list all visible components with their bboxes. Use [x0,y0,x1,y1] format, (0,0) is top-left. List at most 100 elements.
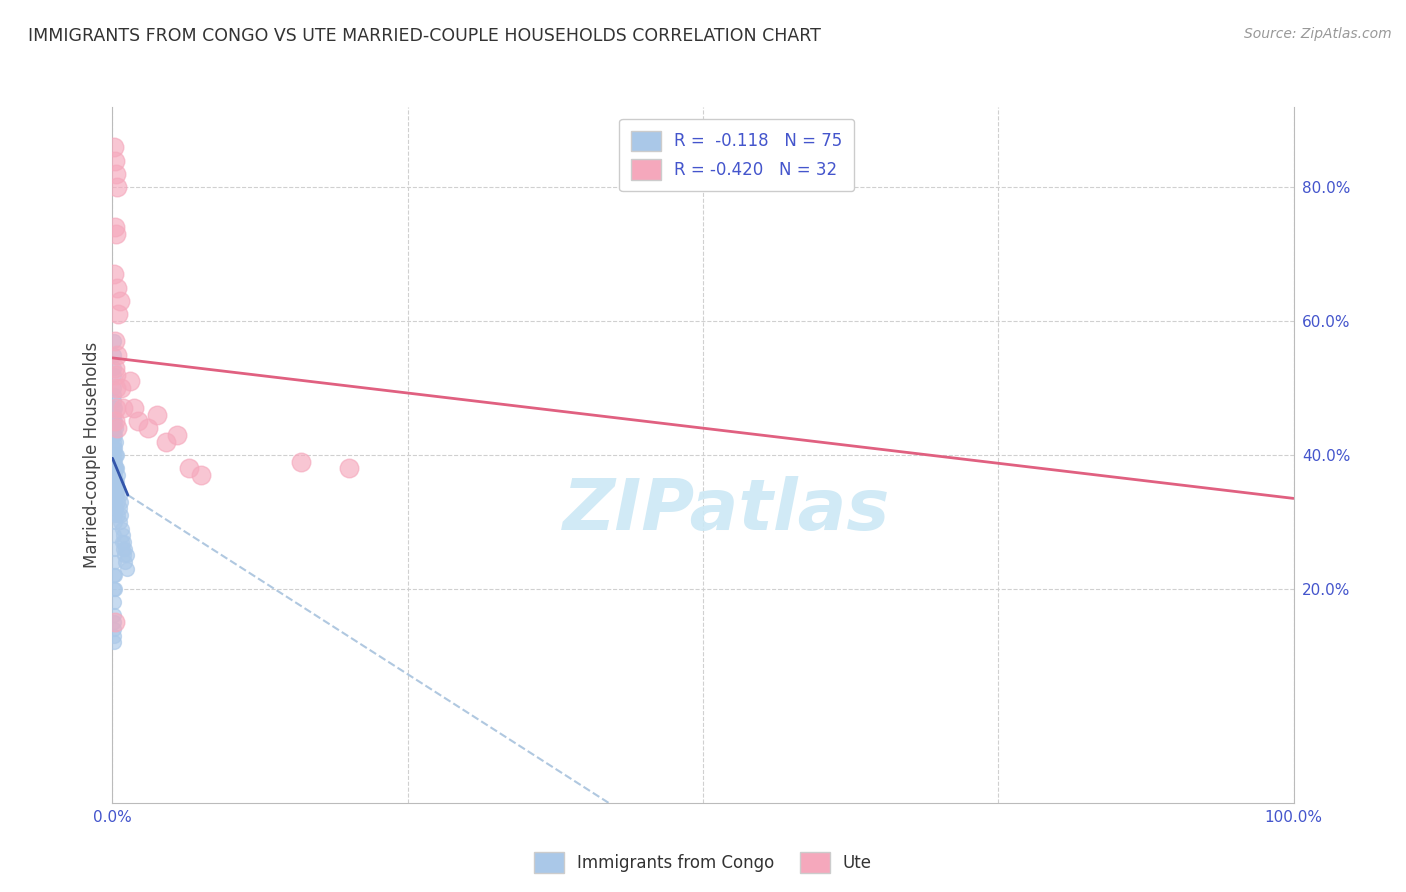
Point [103,635,125,649]
Point [104,488,127,502]
Point [112,528,135,542]
Point [103,361,125,376]
Point [104,482,127,496]
Point [103,582,125,596]
Point [110,494,132,508]
Point [104,455,127,469]
Point [290,455,312,469]
Point [104,501,127,516]
Point [103,541,125,556]
Point [104,334,127,349]
Point [105,281,128,295]
Point [105,401,128,416]
Point [105,475,128,489]
Point [108,488,131,502]
Point [115,562,138,576]
Point [105,167,128,181]
Point [104,220,127,235]
Point [104,508,127,523]
Point [103,628,125,642]
Point [103,434,125,449]
Point [105,461,128,475]
Point [103,608,125,623]
Point [105,368,128,382]
Point [136,421,159,435]
Point [104,414,127,429]
Point [103,381,125,395]
Point [190,468,212,483]
Point [105,461,128,475]
Point [107,307,129,322]
Point [108,294,131,309]
Point [103,408,125,422]
Point [104,582,127,596]
Point [166,428,188,442]
Point [103,368,125,382]
Point [103,348,125,362]
Point [108,515,131,529]
Point [107,508,129,523]
Point [103,555,125,569]
Point [122,401,145,416]
Point [105,227,128,242]
Point [105,180,128,194]
Point [103,622,125,636]
Point [111,521,134,535]
Point [103,528,125,542]
Point [104,414,127,429]
Point [110,381,132,395]
Point [103,455,125,469]
Point [105,381,128,395]
Point [104,515,127,529]
Point [103,334,125,349]
Point [103,568,125,582]
Point [103,615,125,630]
Point [105,488,128,502]
Point [105,421,128,435]
Point [104,568,127,582]
Point [104,475,127,489]
Point [110,508,132,523]
Point [103,442,125,455]
Point [108,501,131,516]
Point [103,421,125,435]
Point [104,468,127,483]
Point [105,448,128,462]
Point [105,488,128,502]
Point [104,401,127,416]
Point [112,401,135,416]
Point [337,461,360,475]
Point [111,535,134,549]
Point [105,448,128,462]
Point [103,394,125,409]
Point [103,448,125,462]
Point [112,541,135,556]
Point [120,375,142,389]
Point [105,475,128,489]
Point [115,548,138,563]
Point [104,442,127,455]
Point [114,541,136,556]
Point [105,482,128,496]
Point [103,595,125,609]
Point [105,421,128,435]
Point [104,428,127,442]
Point [103,428,125,442]
Point [103,461,125,475]
Point [104,615,127,630]
Legend: Immigrants from Congo, Ute: Immigrants from Congo, Ute [527,846,879,880]
Text: IMMIGRANTS FROM CONGO VS UTE MARRIED-COUPLE HOUSEHOLDS CORRELATION CHART: IMMIGRANTS FROM CONGO VS UTE MARRIED-COU… [28,27,821,45]
Text: ZIPatlas: ZIPatlas [562,476,890,545]
Point [114,555,136,569]
Point [107,494,129,508]
Point [104,494,127,508]
Point [105,501,128,516]
Point [112,535,135,549]
Point [107,468,129,483]
Point [103,414,125,429]
Text: Source: ZipAtlas.com: Source: ZipAtlas.com [1244,27,1392,41]
Point [146,408,169,422]
Point [127,414,149,429]
Point [112,548,135,563]
Point [155,434,177,449]
